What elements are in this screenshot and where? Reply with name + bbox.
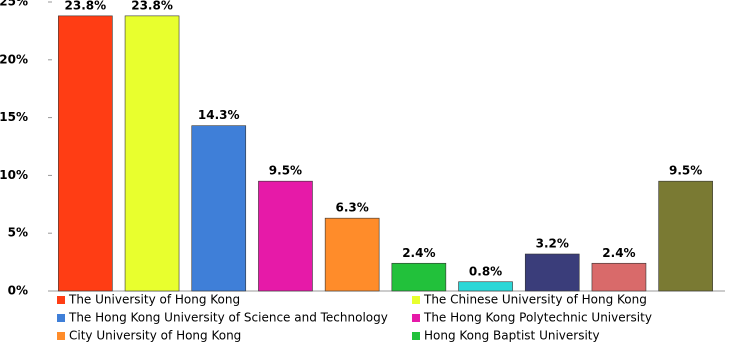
value-label: 2.4% — [402, 246, 435, 260]
y-tick-label: 15% — [0, 110, 28, 124]
legend-swatch — [412, 296, 420, 304]
y-tick-label: 20% — [0, 52, 28, 66]
y-tick-label: 25% — [0, 0, 28, 9]
bar — [658, 180, 713, 292]
value-label: 2.4% — [602, 246, 635, 260]
value-label: 6.3% — [336, 201, 369, 215]
legend-label: The Hong Kong Polytechnic University — [423, 311, 652, 325]
bar — [524, 253, 580, 292]
value-label: 9.5% — [269, 164, 302, 178]
bar — [124, 15, 180, 292]
bar — [591, 262, 647, 292]
y-tick-label: 5% — [8, 226, 28, 240]
legend-swatch — [57, 296, 65, 304]
value-label: 3.2% — [536, 237, 569, 251]
legend-label: The University of Hong Kong — [68, 293, 240, 307]
legend-label: City University of Hong Kong — [69, 329, 241, 343]
legend-label: The Hong Kong University of Science and … — [68, 311, 388, 325]
bar — [58, 15, 113, 292]
legend-swatch — [412, 332, 420, 340]
y-tick-label: 0% — [8, 284, 28, 298]
legend-label: The Chinese University of Hong Kong — [423, 293, 647, 307]
value-label: 23.8% — [131, 0, 173, 12]
legend-label: Hong Kong Baptist University — [424, 329, 600, 343]
legend-swatch — [412, 314, 420, 322]
value-label: 0.8% — [469, 264, 502, 278]
legend-swatch — [57, 332, 65, 340]
value-label: 14.3% — [198, 108, 240, 122]
legend-swatch — [57, 314, 65, 322]
bar — [324, 217, 380, 292]
value-label: 9.5% — [669, 164, 702, 178]
y-tick-label: 10% — [0, 168, 28, 182]
bar — [458, 281, 513, 292]
value-label: 23.8% — [65, 0, 107, 12]
bar — [258, 180, 313, 292]
bar — [191, 125, 247, 292]
bar — [391, 262, 447, 292]
